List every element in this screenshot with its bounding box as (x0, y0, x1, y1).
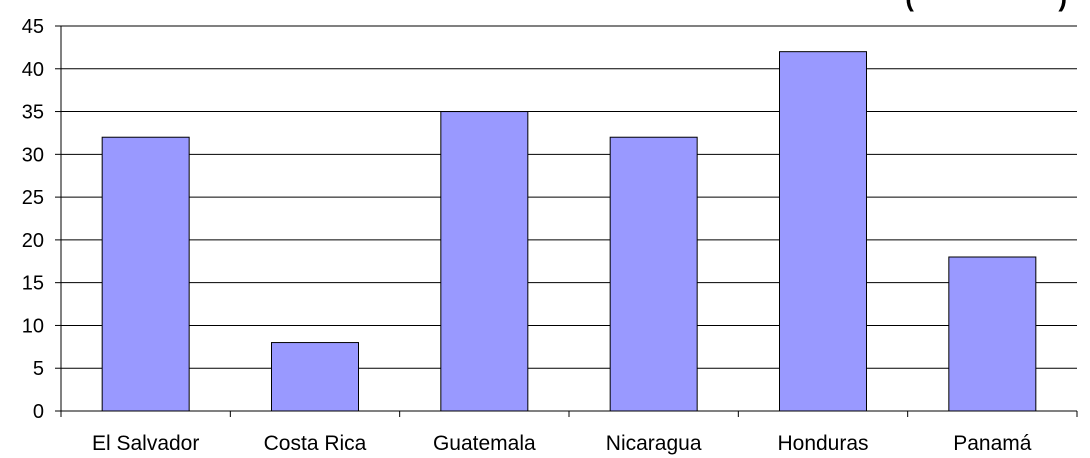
axes (55, 25, 1078, 417)
y-tick-label: 20 (22, 230, 44, 252)
x-tick-label: Panamá (953, 432, 1032, 455)
bar (440, 111, 529, 412)
x-tick-label: Nicaragua (606, 432, 702, 455)
bars (101, 51, 1037, 412)
x-tick-label: Honduras (777, 432, 868, 455)
y-tick-label: 30 (22, 144, 44, 166)
y-tick-label: 40 (22, 59, 44, 81)
y-tick-labels: 0 5 10 15 20 25 30 35 40 45 (22, 16, 44, 423)
bar (271, 342, 359, 412)
bar (101, 136, 190, 412)
y-tick-label: 25 (22, 187, 44, 209)
y-tick-label: 45 (22, 16, 44, 38)
bar (779, 51, 867, 412)
x-tick-label: El Salvador (92, 432, 199, 455)
bar (948, 256, 1037, 412)
y-tick-label: 35 (22, 102, 44, 124)
x-tick-labels: El Salvador Costa Rica Guatemala Nicaragua H… (92, 432, 1032, 455)
y-tick-label: 5 (33, 358, 44, 380)
chart-title-fragment: ( ) (905, 0, 1067, 12)
gridlines (61, 25, 1077, 369)
bar (609, 136, 698, 412)
y-tick-label: 0 (33, 401, 44, 423)
y-tick-label: 10 (22, 315, 44, 337)
x-tick-label: Guatemala (433, 432, 536, 455)
y-tick-label: 15 (22, 273, 44, 295)
x-tick-label: Costa Rica (264, 432, 367, 455)
